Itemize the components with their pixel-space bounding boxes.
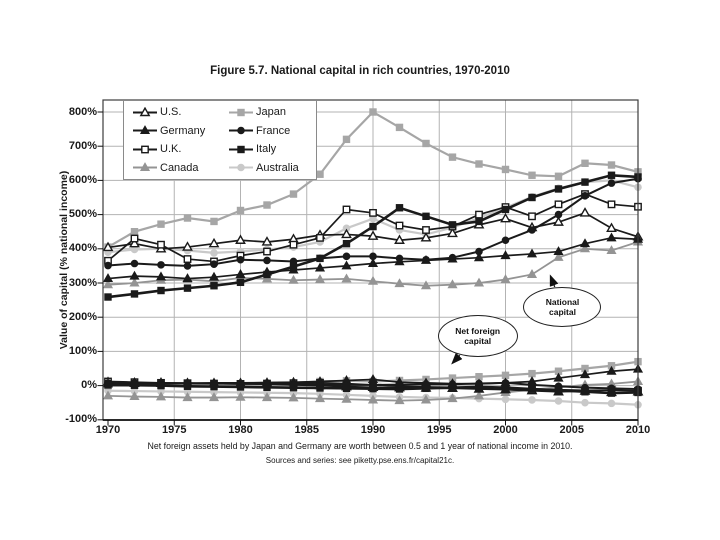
legend-item-japan: Japan — [228, 106, 316, 118]
legend-item-italy: Italy — [228, 143, 316, 155]
data-series — [102, 108, 644, 409]
legend-label: Canada — [160, 161, 199, 174]
annotation-national: National capital — [523, 286, 602, 327]
legend-label: Japan — [256, 106, 286, 119]
us-marker-icon — [133, 106, 157, 116]
annotation-net-foreign: Net foreign capital — [437, 315, 518, 357]
legend-item-canada: Canada — [132, 162, 228, 174]
x-tick-label: 1975 — [162, 424, 187, 436]
legend-item-france: France — [228, 125, 316, 137]
legend-label: Australia — [256, 161, 299, 174]
legend-label: U.S. — [160, 106, 182, 119]
x-tick-label: 1980 — [228, 424, 253, 436]
x-tick-label: 2010 — [625, 424, 651, 436]
canada-marker-icon — [133, 162, 157, 172]
x-tick-label: 2005 — [559, 424, 584, 436]
y-tick-label: 700% — [68, 139, 97, 152]
y-tick-label: 200% — [68, 310, 97, 323]
legend-label: U.K. — [160, 143, 182, 156]
annotation-arrows — [451, 274, 559, 365]
y-tick-label: 400% — [68, 242, 97, 255]
y-tick-label: 800% — [68, 105, 97, 118]
legend: U.S. Japan Germany France U.K. Italy Canada Aus… — [123, 100, 317, 180]
legend-item-germany: Germany — [132, 125, 228, 137]
annotation-text: Net foreign — [455, 325, 501, 336]
plot-frame — [97, 99, 639, 426]
france-marker-icon — [229, 126, 253, 135]
chart-title: Figure 5.7. National capital in rich cou… — [210, 65, 510, 77]
y-tick-label: 600% — [68, 173, 97, 186]
legend-label: Germany — [160, 124, 206, 137]
legend-item-australia: Australia — [228, 162, 316, 174]
japan-marker-icon — [229, 108, 253, 116]
legend-item-uk: U.K. — [132, 143, 228, 155]
y-tick-label: 100% — [68, 344, 97, 357]
x-tick-label: 1990 — [360, 424, 386, 436]
x-tick-label: 1985 — [294, 424, 319, 436]
x-tick-label: 1970 — [95, 424, 121, 436]
legend-label: Italy — [256, 143, 277, 156]
australia-marker-icon — [229, 163, 253, 172]
uk-marker-icon — [133, 145, 157, 154]
annotation-text: capital — [464, 336, 492, 346]
annotation-text: National — [545, 296, 580, 307]
italy-marker-icon — [229, 145, 253, 153]
y-tick-label: -100% — [65, 413, 97, 426]
y-tick-label: 500% — [68, 208, 97, 221]
x-tick-label: 2000 — [493, 424, 518, 436]
footnote: Net foreign assets held by Japan and Ger… — [147, 441, 573, 451]
series-italy-national_capital — [104, 171, 642, 301]
legend-item-us: U.S. — [132, 106, 228, 118]
source-note: Sources and series: see piketty.pse.ens.… — [265, 456, 455, 465]
y-tick-label: 0% — [81, 379, 97, 392]
y-tick-label: 300% — [68, 276, 97, 289]
series-france-national_capital — [104, 174, 642, 270]
annotation-text: capital — [549, 306, 576, 317]
x-tick-label: 1995 — [427, 424, 452, 436]
legend-label: France — [256, 124, 291, 137]
germany-marker-icon — [133, 125, 157, 135]
